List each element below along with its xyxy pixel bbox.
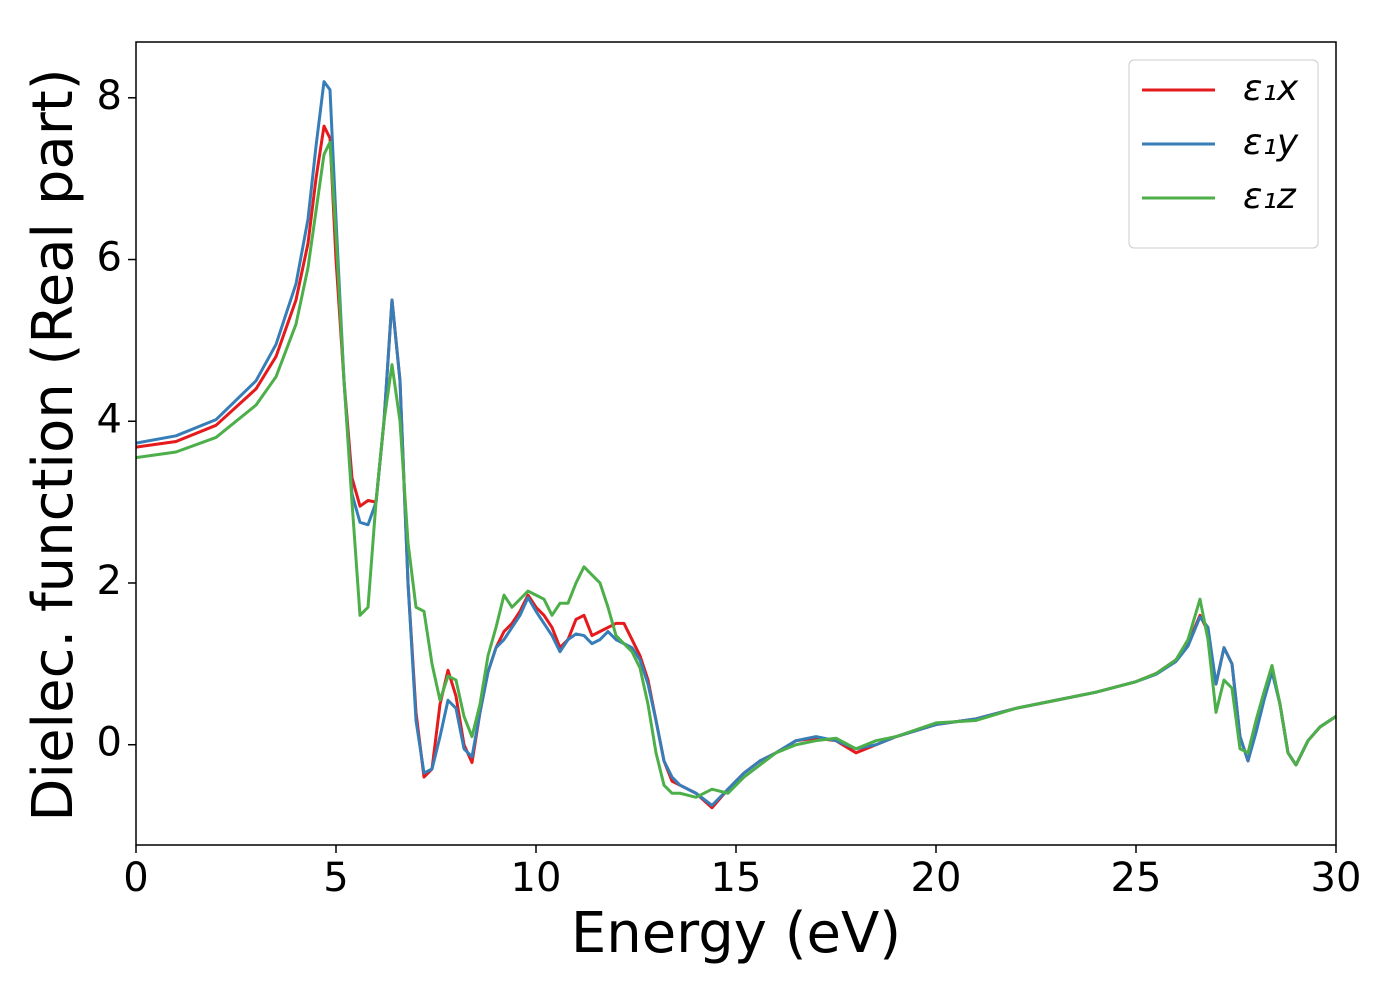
legend-box <box>1128 59 1319 249</box>
y-axis-label: Dielec. function (Real part) <box>21 68 86 821</box>
x-tick-label: 10 <box>511 855 562 901</box>
y-tick-label: 8 <box>97 73 122 119</box>
y-tick-label: 2 <box>97 558 122 604</box>
y-tick-label: 4 <box>97 396 122 442</box>
x-tick-label: 5 <box>323 855 348 901</box>
x-axis-label: Energy (eV) <box>571 901 901 966</box>
y-tick-label: 6 <box>97 235 122 281</box>
x-tick-label: 20 <box>911 855 962 901</box>
x-tick-label: 0 <box>123 855 148 901</box>
series-line <box>135 140 1337 799</box>
legend-label: ε₁y <box>1243 122 1299 163</box>
x-tick-label: 25 <box>1111 855 1162 901</box>
legend-label: ε₁x <box>1243 68 1299 109</box>
x-tick-label: 30 <box>1311 855 1362 901</box>
plot-frame <box>135 41 1337 846</box>
x-tick-label: 15 <box>711 855 762 901</box>
y-tick-label: 0 <box>97 720 122 766</box>
legend-label: ε₁z <box>1243 176 1297 217</box>
